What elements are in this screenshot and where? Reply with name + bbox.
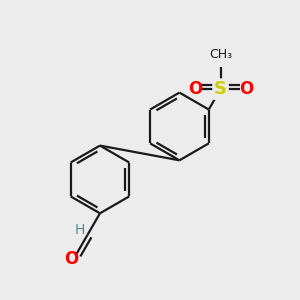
Text: H: H [75,223,85,237]
Text: O: O [64,250,78,268]
Text: O: O [188,80,202,98]
Text: S: S [214,80,227,98]
Text: CH₃: CH₃ [209,48,232,61]
Text: O: O [239,80,253,98]
